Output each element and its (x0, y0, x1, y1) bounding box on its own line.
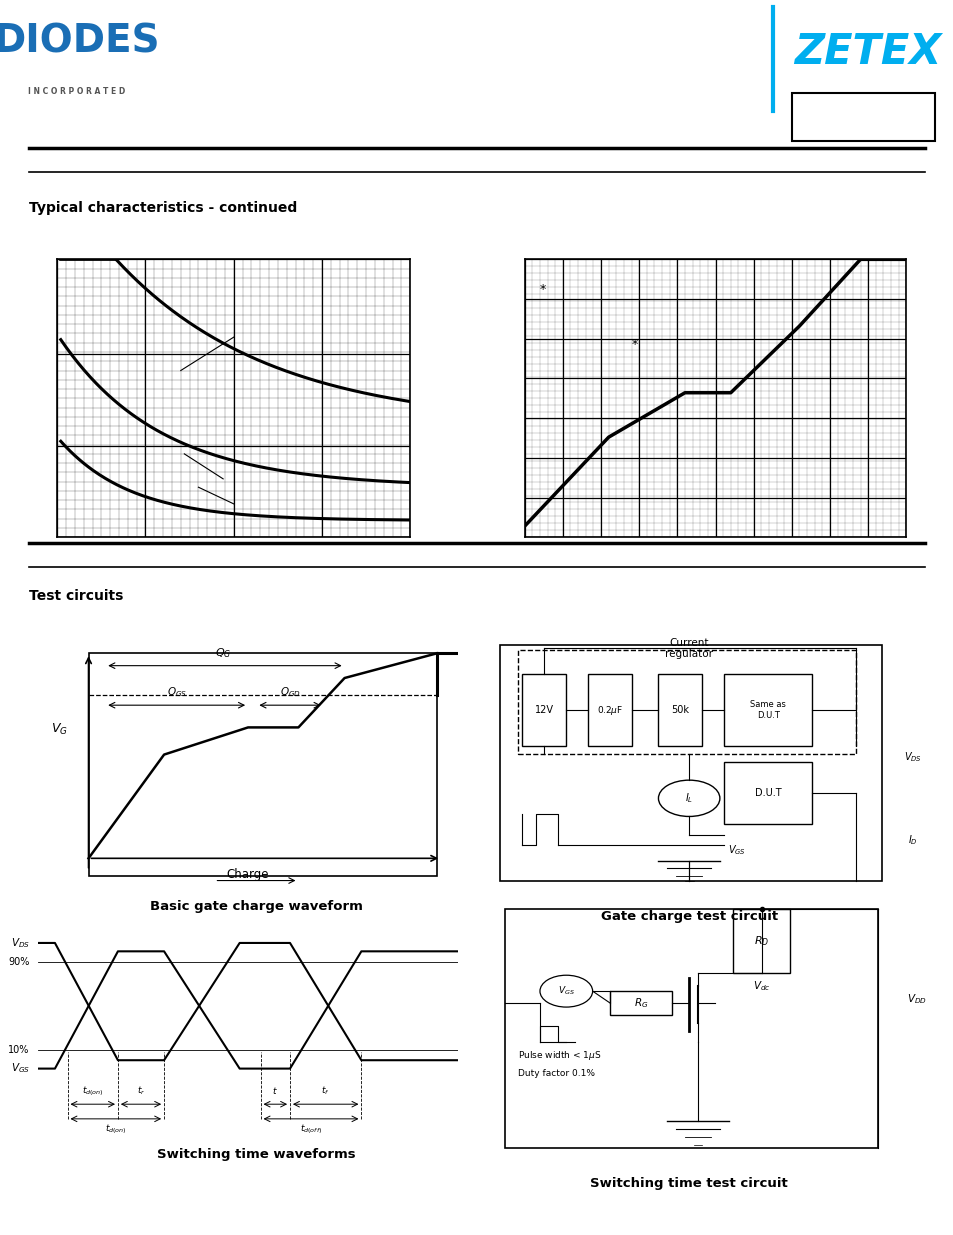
Bar (723, 762, 811, 824)
Text: $R_G$: $R_G$ (633, 997, 647, 1010)
Text: $t_f$: $t_f$ (321, 1084, 330, 1097)
Text: $V_{DS}$: $V_{DS}$ (10, 936, 30, 950)
Text: Switching time test circuit: Switching time test circuit (590, 1177, 787, 1191)
Bar (500, 645, 882, 882)
Text: $t_{d(off)}$: $t_{d(off)}$ (299, 1123, 322, 1136)
Text: *: * (631, 338, 638, 351)
Text: 0.2$\mu$F: 0.2$\mu$F (597, 704, 622, 716)
Text: D.U.T: D.U.T (754, 788, 781, 798)
Text: $Q_{GS}$: $Q_{GS}$ (167, 685, 187, 699)
Text: I N C O R P O R A T E D: I N C O R P O R A T E D (28, 88, 125, 96)
Text: 12V: 12V (535, 705, 554, 715)
Bar (89, 653, 436, 876)
Text: $t_r$: $t_r$ (136, 1084, 145, 1097)
Text: Same as
D.U.T: Same as D.U.T (749, 700, 785, 720)
Text: $V_{GS}$: $V_{GS}$ (10, 1062, 30, 1076)
Text: Basic gate charge waveform: Basic gate charge waveform (150, 900, 362, 914)
Bar (522, 674, 566, 746)
Text: $V_{DS}$: $V_{DS}$ (903, 750, 921, 763)
Text: 50k: 50k (671, 705, 689, 715)
Text: $t_{d(on)}$: $t_{d(on)}$ (105, 1123, 127, 1136)
Text: Duty factor 0.1%: Duty factor 0.1% (517, 1070, 595, 1078)
Text: $V_{dc}$: $V_{dc}$ (752, 979, 770, 993)
Text: 90%: 90% (9, 957, 30, 967)
Text: Current
regulator: Current regulator (664, 637, 713, 659)
Text: $R_D$: $R_D$ (753, 934, 768, 947)
Bar (517, 651, 855, 755)
Text: $Q_G$: $Q_G$ (214, 646, 231, 659)
Text: $V_{DD}$: $V_{DD}$ (906, 992, 926, 1007)
Bar (791, 94, 934, 141)
Bar (504, 909, 877, 1147)
Text: *: * (539, 283, 546, 295)
Text: $t_{d(on)}$: $t_{d(on)}$ (82, 1084, 104, 1098)
Text: DIODES: DIODES (0, 22, 159, 61)
Text: Typical characteristics - continued: Typical characteristics - continued (29, 201, 296, 215)
Text: $I_L$: $I_L$ (684, 792, 693, 805)
Text: $t$: $t$ (273, 1084, 278, 1095)
Text: Pulse width < 1$\mu$S: Pulse width < 1$\mu$S (517, 1049, 601, 1062)
Bar (588, 674, 632, 746)
Text: $V_{GS}$: $V_{GS}$ (728, 844, 745, 857)
Bar (610, 992, 671, 1015)
Text: Charge: Charge (227, 867, 269, 881)
Text: $Q_{GD}$: $Q_{GD}$ (279, 685, 300, 699)
Text: Gate charge test circuit: Gate charge test circuit (600, 910, 777, 923)
Text: Switching time waveforms: Switching time waveforms (157, 1149, 355, 1161)
Bar (658, 674, 701, 746)
Bar (732, 909, 789, 973)
Text: 10%: 10% (9, 1045, 30, 1055)
Text: Test circuits: Test circuits (29, 589, 123, 603)
Bar (723, 674, 811, 746)
Text: ZETEX: ZETEX (794, 31, 941, 73)
Text: $I_D$: $I_D$ (907, 832, 917, 847)
Text: $V_{GS}$: $V_{GS}$ (558, 984, 574, 998)
Text: $V_G$: $V_G$ (51, 722, 68, 737)
